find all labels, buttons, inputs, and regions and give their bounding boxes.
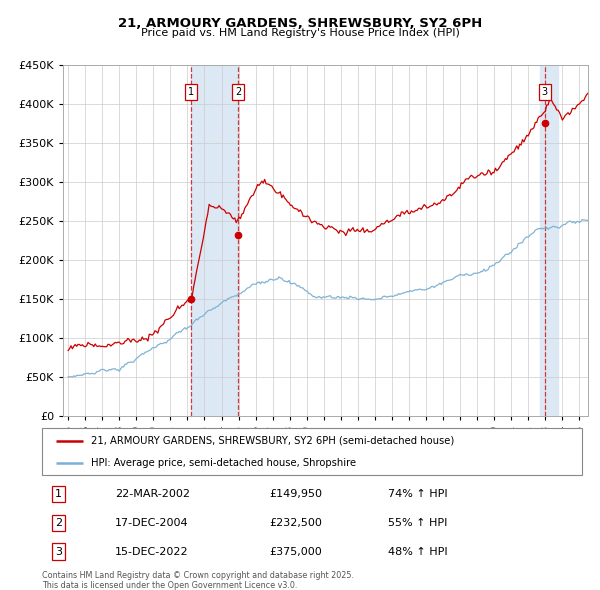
Text: £232,500: £232,500	[269, 518, 322, 527]
Text: 17-DEC-2004: 17-DEC-2004	[115, 518, 188, 527]
Text: 3: 3	[542, 87, 548, 97]
Text: 15-DEC-2022: 15-DEC-2022	[115, 546, 188, 556]
Text: 2: 2	[55, 518, 62, 527]
Text: 21, ARMOURY GARDENS, SHREWSBURY, SY2 6PH: 21, ARMOURY GARDENS, SHREWSBURY, SY2 6PH	[118, 17, 482, 30]
Bar	[541, 65, 559, 416]
Text: 2: 2	[235, 87, 241, 97]
Text: £149,950: £149,950	[269, 489, 322, 499]
Bar	[191, 65, 238, 416]
Text: HPI: Average price, semi-detached house, Shropshire: HPI: Average price, semi-detached house,…	[91, 458, 356, 468]
Text: 1: 1	[188, 87, 194, 97]
Text: 74% ↑ HPI: 74% ↑ HPI	[388, 489, 447, 499]
Text: 3: 3	[55, 546, 62, 556]
Text: 1: 1	[55, 489, 62, 499]
Text: 55% ↑ HPI: 55% ↑ HPI	[388, 518, 447, 527]
Text: Price paid vs. HM Land Registry's House Price Index (HPI): Price paid vs. HM Land Registry's House …	[140, 28, 460, 38]
Text: 48% ↑ HPI: 48% ↑ HPI	[388, 546, 447, 556]
Text: 21, ARMOURY GARDENS, SHREWSBURY, SY2 6PH (semi-detached house): 21, ARMOURY GARDENS, SHREWSBURY, SY2 6PH…	[91, 436, 454, 446]
Text: £375,000: £375,000	[269, 546, 322, 556]
Text: 22-MAR-2002: 22-MAR-2002	[115, 489, 190, 499]
Text: Contains HM Land Registry data © Crown copyright and database right 2025.
This d: Contains HM Land Registry data © Crown c…	[42, 571, 354, 590]
